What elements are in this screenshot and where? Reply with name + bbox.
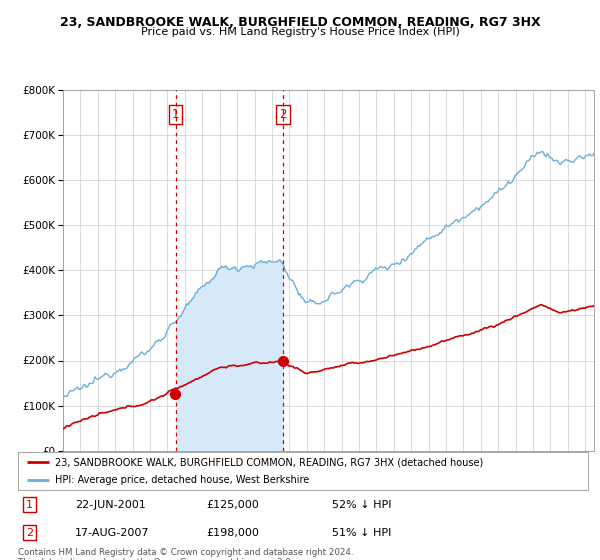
Text: Contains HM Land Registry data © Crown copyright and database right 2024.
This d: Contains HM Land Registry data © Crown c…	[18, 548, 353, 560]
Text: 1: 1	[26, 500, 33, 510]
Text: £198,000: £198,000	[206, 528, 259, 538]
Text: 51% ↓ HPI: 51% ↓ HPI	[331, 528, 391, 538]
Text: 2: 2	[279, 108, 287, 120]
Text: 22-JUN-2001: 22-JUN-2001	[75, 500, 146, 510]
Text: 2: 2	[26, 528, 33, 538]
Text: 17-AUG-2007: 17-AUG-2007	[75, 528, 149, 538]
Text: HPI: Average price, detached house, West Berkshire: HPI: Average price, detached house, West…	[55, 475, 310, 486]
Text: 23, SANDBROOKE WALK, BURGHFIELD COMMON, READING, RG7 3HX (detached house): 23, SANDBROOKE WALK, BURGHFIELD COMMON, …	[55, 457, 484, 467]
Text: £125,000: £125,000	[206, 500, 259, 510]
Text: 23, SANDBROOKE WALK, BURGHFIELD COMMON, READING, RG7 3HX: 23, SANDBROOKE WALK, BURGHFIELD COMMON, …	[59, 16, 541, 29]
Text: 1: 1	[172, 108, 179, 120]
Text: 52% ↓ HPI: 52% ↓ HPI	[331, 500, 391, 510]
Text: Price paid vs. HM Land Registry's House Price Index (HPI): Price paid vs. HM Land Registry's House …	[140, 27, 460, 37]
